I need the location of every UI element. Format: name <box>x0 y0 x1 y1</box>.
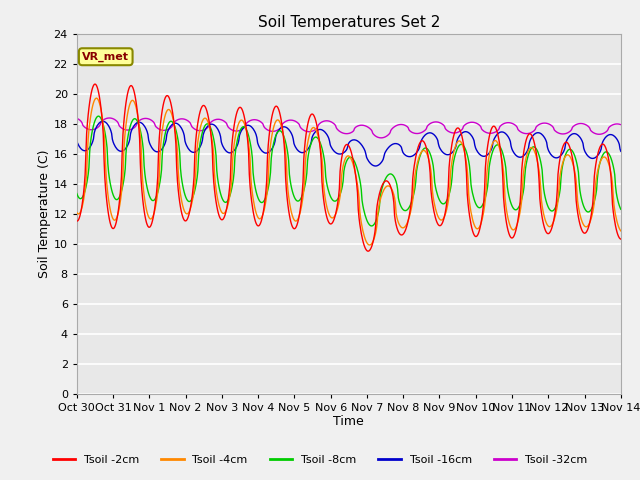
Legend: Tsoil -2cm, Tsoil -4cm, Tsoil -8cm, Tsoil -16cm, Tsoil -32cm: Tsoil -2cm, Tsoil -4cm, Tsoil -8cm, Tsoi… <box>48 451 592 469</box>
Title: Soil Temperatures Set 2: Soil Temperatures Set 2 <box>258 15 440 30</box>
X-axis label: Time: Time <box>333 415 364 429</box>
Y-axis label: Soil Temperature (C): Soil Temperature (C) <box>38 149 51 278</box>
Text: VR_met: VR_met <box>82 51 129 62</box>
